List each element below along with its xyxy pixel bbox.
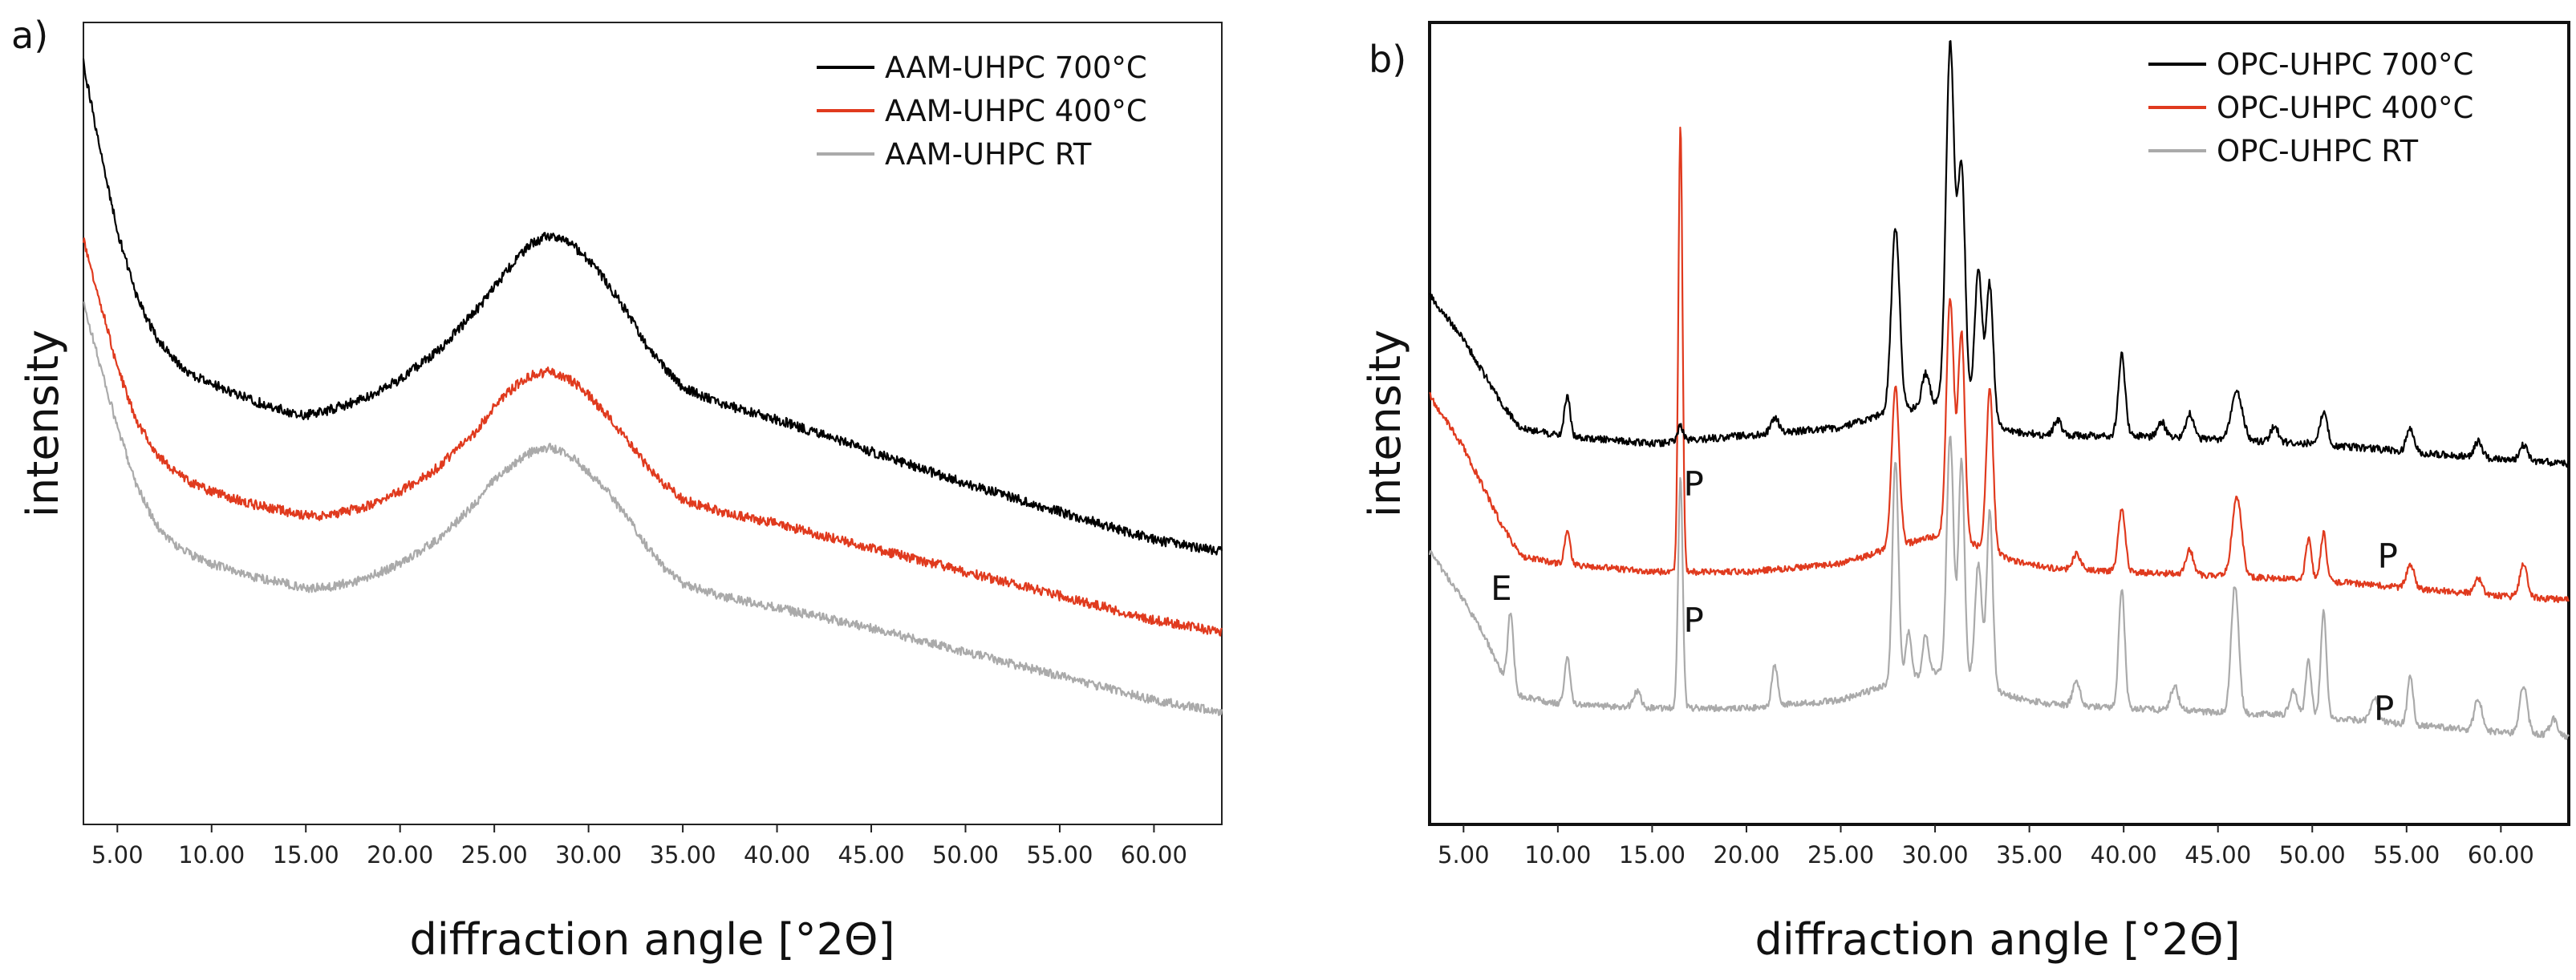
- x-tick-label: 60.00: [2468, 841, 2534, 869]
- legend-a: AAM-UHPC 700°C AAM-UHPC 400°C AAM-UHPC R…: [817, 51, 1147, 172]
- legend-label: OPC-UHPC RT: [2217, 134, 2418, 168]
- phase-annotation: P: [1683, 464, 1703, 504]
- panel-b-opc-uhpc: b) P P E P P 5.00 10.00 15.00 20.00 25.0…: [1360, 21, 2570, 965]
- series-line-opc-uhpc-400-c: [1429, 126, 2570, 604]
- x-tick-label: 15.00: [273, 841, 339, 869]
- legend-label: OPC-UHPC 400°C: [2217, 91, 2473, 125]
- series-line-opc-uhpc-rt: [1428, 435, 2570, 740]
- x-tick-label: 20.00: [1713, 841, 1779, 869]
- legend-b: OPC-UHPC 700°C OPC-UHPC 400°C OPC-UHPC R…: [2148, 47, 2473, 168]
- legend-label: AAM-UHPC 700°C: [885, 51, 1147, 85]
- x-tick-label: 25.00: [1807, 841, 1874, 869]
- panel-b-label: b): [1369, 38, 1406, 81]
- x-tick-label: 30.00: [1902, 841, 1969, 869]
- series-line-aam-uhpc-700-c: [82, 59, 1223, 556]
- x-tick-label: 35.00: [1996, 841, 2063, 869]
- x-tick-label: 55.00: [2373, 841, 2440, 869]
- x-axis-ticks-b: 5.00 10.00 15.00 20.00 25.00 30.00 35.00…: [1438, 824, 2534, 869]
- plot-area-frame-a: [83, 22, 1223, 825]
- x-tick-label: 25.00: [461, 841, 528, 869]
- plot-area-frame-b: [1428, 21, 2570, 826]
- x-tick-label: 60.00: [1121, 841, 1187, 869]
- x-tick-label: 40.00: [2091, 841, 2157, 869]
- x-tick-label: 10.00: [178, 841, 245, 869]
- legend-label: AAM-UHPC RT: [885, 137, 1092, 172]
- phase-annotation: P: [1683, 601, 1703, 640]
- x-tick-label: 35.00: [650, 841, 716, 869]
- x-axis-ticks-a: 5.00 10.00 15.00 20.00 25.00 30.00 35.00…: [91, 824, 1187, 869]
- series-layer-a: [82, 59, 1223, 716]
- x-tick-label: 40.00: [744, 841, 810, 869]
- legend-label: AAM-UHPC 400°C: [885, 94, 1147, 128]
- phase-annotation: P: [2374, 689, 2394, 728]
- series-line-aam-uhpc-rt: [83, 302, 1223, 716]
- x-tick-label: 50.00: [2279, 841, 2346, 869]
- panel-a-label: a): [11, 14, 48, 57]
- x-tick-label: 5.00: [1438, 841, 1490, 869]
- x-axis-label-b: diffraction angle [°2Θ]: [1755, 914, 2240, 965]
- series-line-opc-uhpc-700-c: [1429, 40, 2570, 468]
- x-tick-label: 20.00: [367, 841, 433, 869]
- phase-annotation: P: [2378, 537, 2398, 576]
- phase-annotations-b: P P E P P: [1491, 464, 2398, 728]
- phase-annotation: E: [1491, 569, 1512, 608]
- y-axis-label-b: intensity: [1360, 330, 1410, 517]
- legend-label: OPC-UHPC 700°C: [2217, 47, 2473, 82]
- x-tick-label: 55.00: [1026, 841, 1093, 869]
- x-tick-label: 45.00: [2185, 841, 2251, 869]
- x-tick-label: 30.00: [555, 841, 622, 869]
- y-axis-label-a: intensity: [18, 330, 68, 517]
- x-tick-label: 5.00: [91, 841, 144, 869]
- series-line-aam-uhpc-400-c: [82, 237, 1223, 637]
- x-axis-label-a: diffraction angle [°2Θ]: [409, 914, 895, 965]
- x-tick-label: 10.00: [1524, 841, 1591, 869]
- series-layer-b: [1428, 40, 2570, 740]
- panel-a-aam-uhpc: a) 5.00 10.00 15.00 20.00 25.00 30.00 35…: [11, 14, 1223, 965]
- x-tick-label: 15.00: [1619, 841, 1686, 869]
- x-tick-label: 45.00: [838, 841, 905, 869]
- x-tick-label: 50.00: [932, 841, 999, 869]
